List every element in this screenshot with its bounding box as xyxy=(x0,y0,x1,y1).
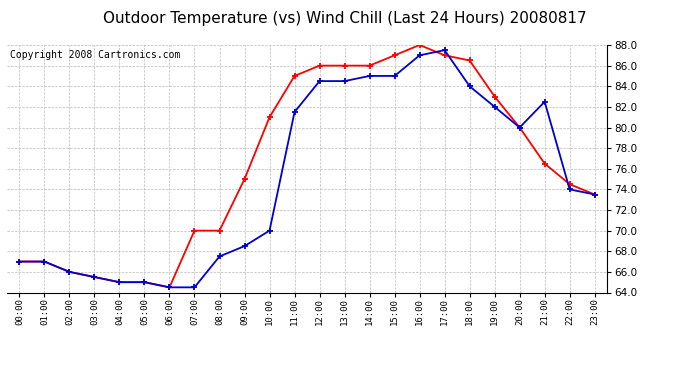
Text: Copyright 2008 Cartronics.com: Copyright 2008 Cartronics.com xyxy=(10,50,180,60)
Text: Outdoor Temperature (vs) Wind Chill (Last 24 Hours) 20080817: Outdoor Temperature (vs) Wind Chill (Las… xyxy=(104,11,586,26)
